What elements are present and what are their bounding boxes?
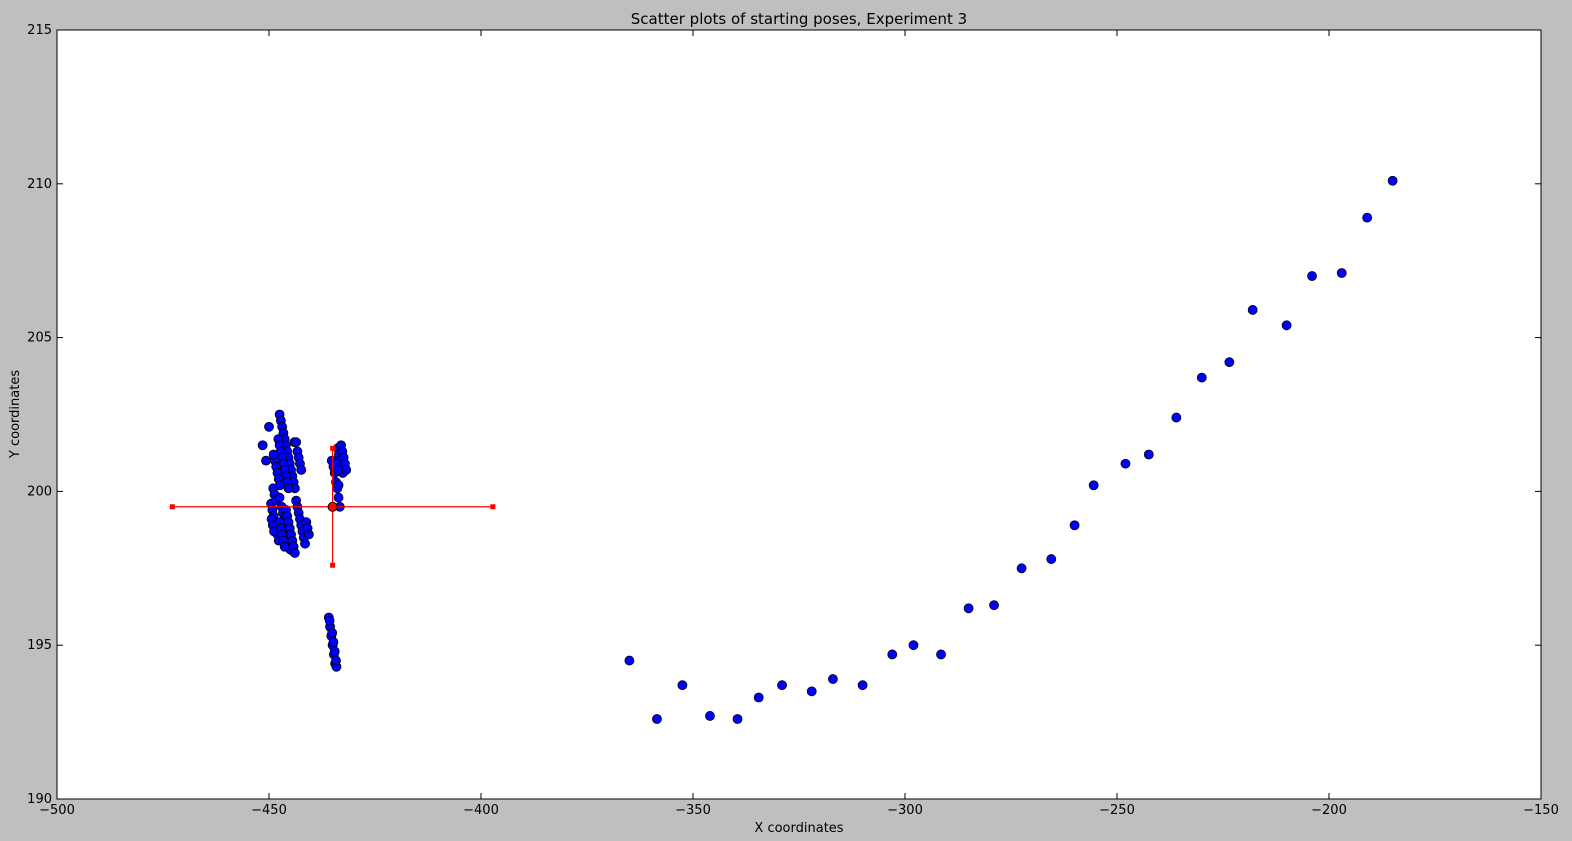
y-tick-label: 210 xyxy=(27,177,52,192)
data-point xyxy=(300,538,310,549)
data-point xyxy=(1120,458,1131,469)
x-tick-label: −400 xyxy=(463,803,499,818)
y-tick-labels: 190 195 200 205 210 215 xyxy=(27,23,52,807)
x-tick-label: −500 xyxy=(39,803,75,818)
errorbar-cap xyxy=(330,445,336,451)
data-point xyxy=(1307,271,1317,281)
errorbar-cap xyxy=(330,562,336,568)
data-point xyxy=(857,680,868,691)
data-point xyxy=(705,711,715,721)
y-tick-label: 200 xyxy=(27,484,52,499)
data-point xyxy=(1224,357,1235,368)
data-point xyxy=(261,455,271,466)
data-point xyxy=(279,541,290,552)
data-point xyxy=(333,480,344,491)
data-point xyxy=(1387,175,1398,186)
data-point xyxy=(1281,320,1292,331)
data-point xyxy=(291,437,302,448)
data-point xyxy=(753,692,764,703)
y-tick-label: 205 xyxy=(27,331,52,346)
data-point xyxy=(624,655,635,666)
x-tick-label: −200 xyxy=(1311,803,1347,818)
x-tick-label: −150 xyxy=(1523,803,1559,818)
x-axis-label: X coordinates xyxy=(754,821,843,836)
data-point xyxy=(887,649,898,660)
data-point xyxy=(283,483,294,494)
data-point xyxy=(1362,212,1373,223)
data-point xyxy=(677,680,688,691)
data-point xyxy=(324,615,335,626)
data-point xyxy=(989,600,999,611)
errorbar-cap xyxy=(490,504,496,510)
data-point xyxy=(264,421,274,432)
error-bar xyxy=(169,445,496,568)
data-point xyxy=(289,548,300,558)
data-point xyxy=(908,640,919,651)
data-point xyxy=(274,492,285,503)
data-point xyxy=(1247,305,1258,315)
data-point xyxy=(1088,480,1099,491)
errorbar-cap xyxy=(169,504,175,510)
x-tick-label: −450 xyxy=(251,803,287,818)
data-point xyxy=(327,627,338,638)
data-point xyxy=(296,464,307,475)
errorbar-center xyxy=(327,501,338,512)
data-point xyxy=(732,714,743,724)
data-point xyxy=(333,464,344,475)
data-point xyxy=(652,714,662,724)
data-point xyxy=(329,646,340,657)
data-point xyxy=(828,674,838,684)
data-point xyxy=(257,440,268,451)
data-point xyxy=(333,492,344,503)
data-point xyxy=(777,680,787,691)
data-point xyxy=(341,464,352,475)
data-point xyxy=(806,686,817,697)
plot-frame xyxy=(56,29,1542,800)
x-tick-labels: −500 −450 −400 −350 −300 −250 −200 −150 xyxy=(39,803,1559,818)
data-point xyxy=(1336,268,1347,278)
plot-area xyxy=(57,30,1541,799)
y-tick-label: 195 xyxy=(27,638,52,653)
data-point xyxy=(1046,554,1057,564)
data-point xyxy=(331,655,341,666)
data-point xyxy=(1171,412,1182,423)
data-point xyxy=(1016,563,1027,574)
data-point xyxy=(936,649,946,660)
data-point xyxy=(268,449,279,460)
chart-title: Scatter plots of starting poses, Experim… xyxy=(631,10,967,28)
data-point xyxy=(963,603,974,614)
y-tick-label: 215 xyxy=(27,23,52,38)
y-tick-label: 190 xyxy=(27,792,52,807)
data-point xyxy=(303,529,314,540)
x-tick-label: −300 xyxy=(887,803,923,818)
x-tick-label: −250 xyxy=(1099,803,1135,818)
data-point xyxy=(328,637,339,648)
data-point xyxy=(1069,520,1080,531)
x-tick-label: −350 xyxy=(675,803,711,818)
y-axis-label: Y coordinates xyxy=(8,370,23,459)
data-point xyxy=(1196,372,1207,383)
data-point xyxy=(1143,449,1154,460)
